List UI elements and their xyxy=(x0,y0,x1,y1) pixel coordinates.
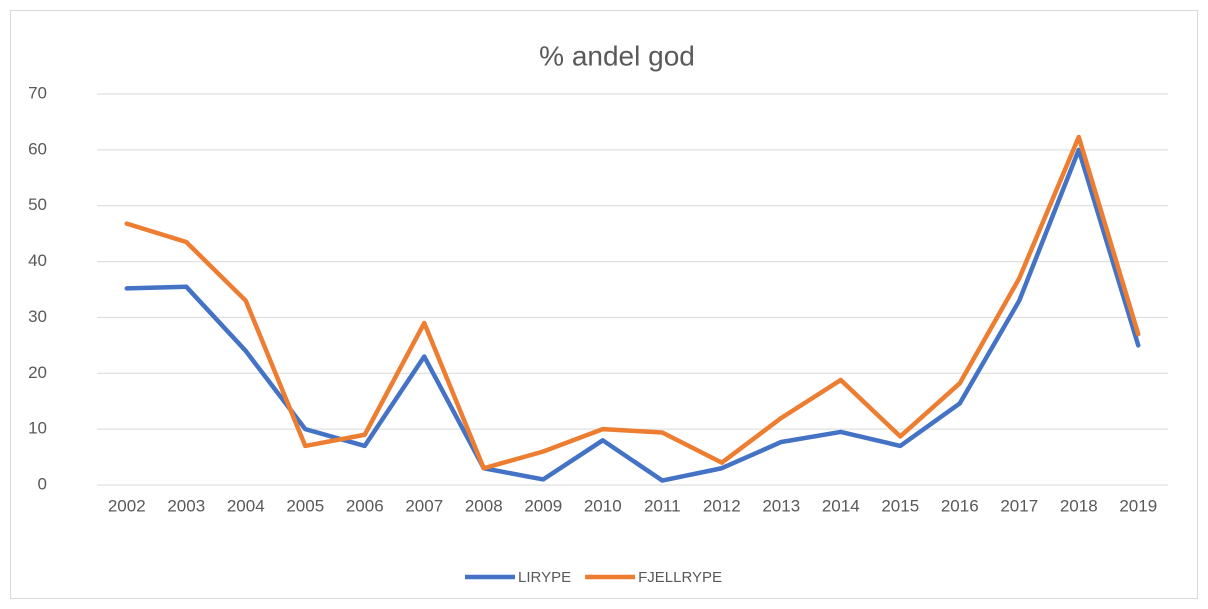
y-tick-label: 70 xyxy=(28,83,47,102)
x-tick-label: 2015 xyxy=(881,496,919,515)
x-tick-label: 2004 xyxy=(227,496,265,515)
x-tick-label: 2008 xyxy=(465,496,503,515)
y-tick-label: 20 xyxy=(28,363,47,382)
x-tick-label: 2002 xyxy=(108,496,146,515)
x-tick-label: 2014 xyxy=(822,496,860,515)
chart-title: % andel god xyxy=(539,40,695,71)
y-tick-label: 0 xyxy=(38,474,47,493)
legend-label: FJELLRYPE xyxy=(638,569,722,586)
x-tick-label: 2009 xyxy=(524,496,562,515)
x-tick-label: 2013 xyxy=(762,496,800,515)
x-tick-label: 2006 xyxy=(346,496,384,515)
x-tick-label: 2018 xyxy=(1060,496,1098,515)
series-line xyxy=(124,134,1141,471)
x-tick-label: 2003 xyxy=(167,496,205,515)
y-tick-label: 10 xyxy=(28,419,47,438)
x-tick-label: 2007 xyxy=(405,496,443,515)
x-tick-label: 2016 xyxy=(941,496,979,515)
chart-border xyxy=(10,10,1198,599)
x-tick-label: 2019 xyxy=(1119,496,1157,515)
x-tick-label: 2005 xyxy=(286,496,324,515)
x-tick-label: 2011 xyxy=(644,496,681,515)
y-tick-label: 40 xyxy=(28,251,47,270)
x-tick-label: 2017 xyxy=(1000,496,1038,515)
y-tick-label: 50 xyxy=(28,195,47,214)
y-tick-label: 60 xyxy=(28,139,47,158)
x-tick-label: 2012 xyxy=(703,496,741,515)
legend-label: LIRYPE xyxy=(518,569,571,586)
x-tick-label: 2010 xyxy=(584,496,622,515)
y-tick-label: 30 xyxy=(28,307,47,326)
